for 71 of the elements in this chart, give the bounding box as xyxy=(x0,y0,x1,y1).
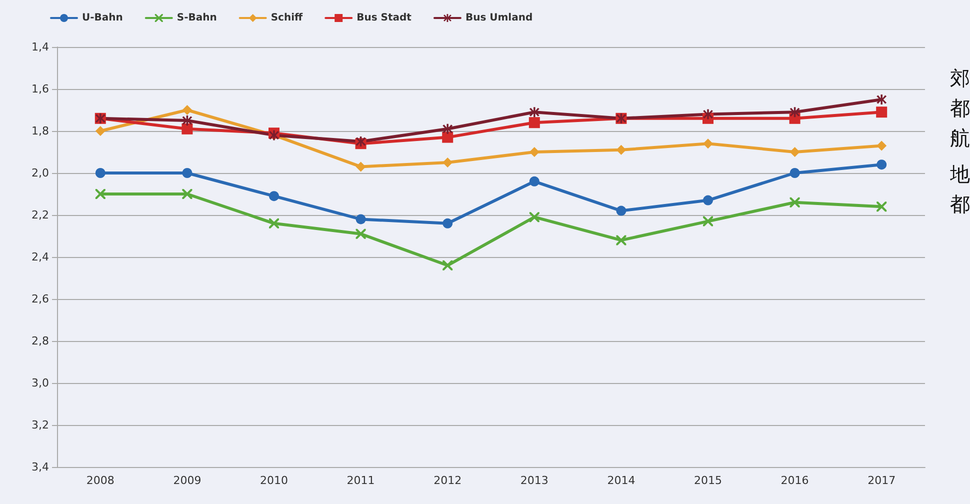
x-tick-label: 2009 xyxy=(173,474,202,487)
point xyxy=(442,132,454,143)
point xyxy=(790,107,800,118)
point xyxy=(95,168,106,178)
x-tick-label: 2017 xyxy=(868,474,896,487)
point xyxy=(529,147,540,157)
point xyxy=(790,197,800,208)
point xyxy=(528,117,540,128)
x-tick-label: 2010 xyxy=(260,474,288,487)
point xyxy=(703,216,713,226)
y-tick-label: 2,6 xyxy=(32,292,49,306)
point xyxy=(182,189,192,199)
point xyxy=(356,162,366,172)
legend-label: U-Bahn xyxy=(82,12,123,24)
point xyxy=(356,136,366,146)
point xyxy=(876,202,887,212)
x-tick-label: 2011 xyxy=(346,474,375,487)
point xyxy=(442,260,453,270)
point xyxy=(876,94,887,104)
point xyxy=(703,138,713,149)
point xyxy=(269,218,279,228)
x-tick-label: 2012 xyxy=(434,474,462,487)
point xyxy=(269,191,279,202)
point xyxy=(442,218,453,228)
point xyxy=(790,168,800,178)
point xyxy=(356,214,366,224)
point xyxy=(703,109,713,120)
point xyxy=(876,106,888,118)
text: 都 xyxy=(950,192,970,216)
y-tick-label: 3,2 xyxy=(32,418,49,432)
x-tick-label: 2013 xyxy=(520,474,548,487)
point xyxy=(95,126,106,136)
x-tick-label: 2014 xyxy=(607,474,636,487)
y-tick-label: 2,8 xyxy=(32,334,49,348)
point xyxy=(442,124,453,134)
point xyxy=(616,206,626,216)
point xyxy=(356,228,366,239)
point xyxy=(876,140,887,151)
point xyxy=(182,116,192,126)
y-tick-label: 3,4 xyxy=(32,460,49,474)
point xyxy=(616,235,626,246)
point xyxy=(616,144,626,155)
x-tick-label: 2016 xyxy=(780,474,809,487)
y-tick-label: 1,6 xyxy=(32,82,49,96)
point xyxy=(703,195,713,206)
text: 航 xyxy=(950,126,970,150)
legend-label: Bus Stadt xyxy=(356,12,412,24)
point xyxy=(442,158,453,168)
point xyxy=(529,212,540,222)
point xyxy=(95,189,106,199)
x-tick-label: 2008 xyxy=(86,474,114,487)
y-tick-label: 2,0 xyxy=(32,166,49,180)
point xyxy=(529,107,540,118)
point xyxy=(182,105,192,115)
point xyxy=(182,168,192,178)
point xyxy=(790,147,800,157)
point xyxy=(529,176,540,186)
legend-label: Bus Umland xyxy=(465,12,533,24)
text: 郊 xyxy=(950,66,970,90)
y-tick-label: 2,2 xyxy=(32,208,49,222)
y-tick-label: 1,4 xyxy=(32,40,49,54)
point xyxy=(876,160,887,170)
x-tick-label: 2015 xyxy=(694,474,722,487)
point xyxy=(182,123,193,134)
legend-label: S-Bahn xyxy=(176,12,217,24)
text: 都 xyxy=(950,96,970,120)
legend-label: Schiff xyxy=(270,12,304,24)
y-tick-label: 1,8 xyxy=(32,124,49,138)
y-tick-label: 3,0 xyxy=(32,376,49,390)
y-tick-label: 2,4 xyxy=(32,250,49,264)
text: 地 xyxy=(949,162,970,186)
